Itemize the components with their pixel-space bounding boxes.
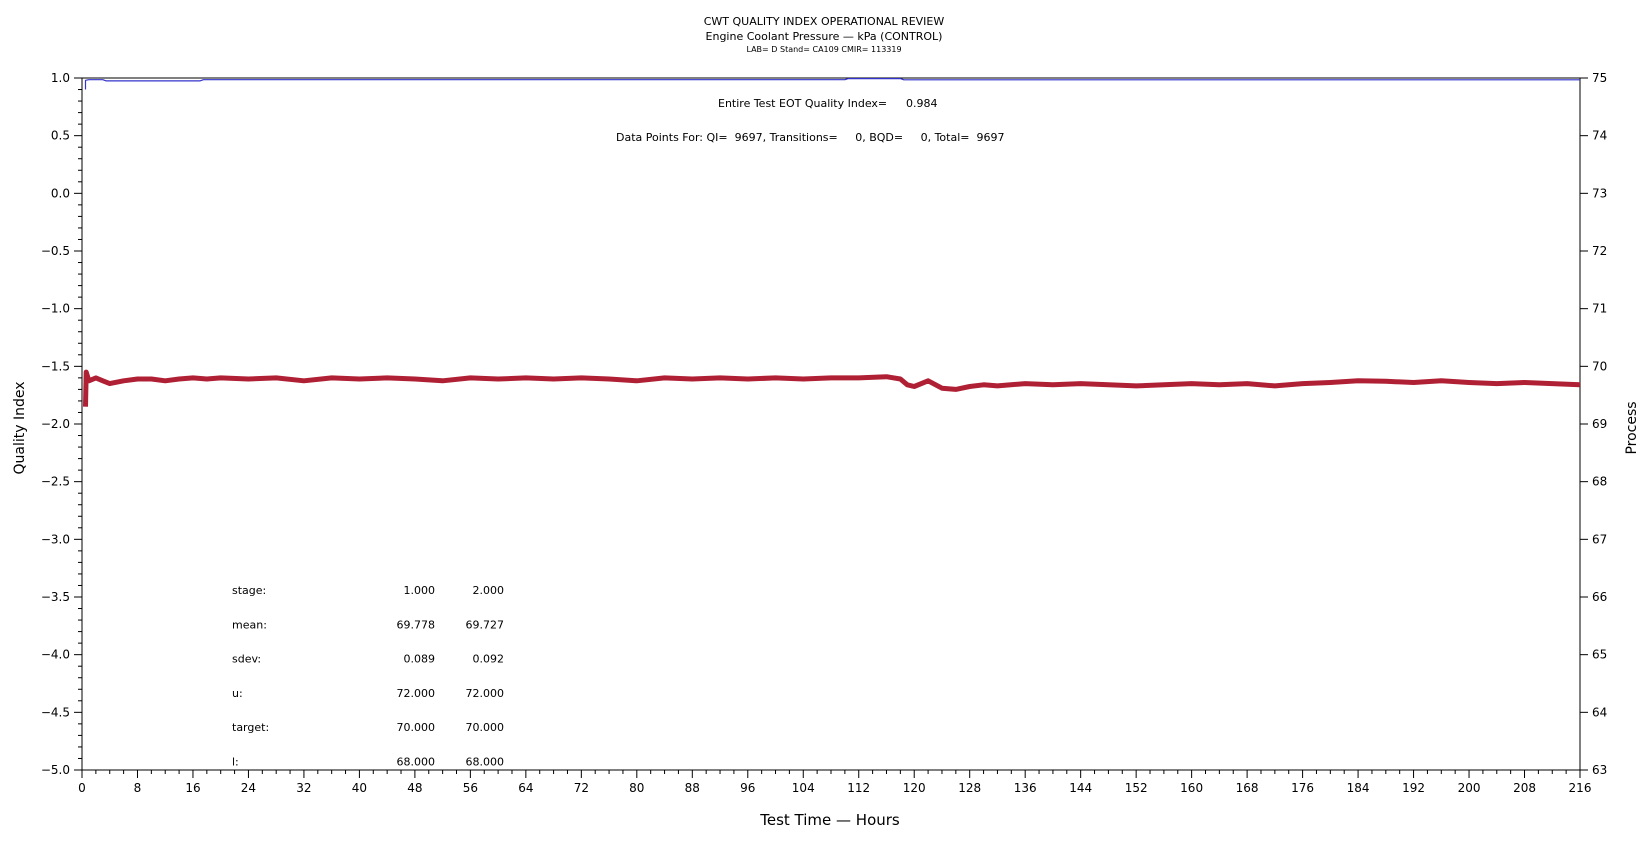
y-right-tick-label: 65 — [1592, 648, 1607, 662]
x-tick-label: 184 — [1347, 781, 1370, 795]
y-right-tick-label: 75 — [1592, 71, 1607, 85]
stats-label: stage: — [232, 584, 266, 597]
data-points-note: Data Points For: QI= 9697, Transitions= … — [616, 131, 1004, 144]
x-tick-label: 88 — [685, 781, 700, 795]
y-right-tick-label: 64 — [1592, 705, 1607, 719]
axes: 0 8 16 24 32 40 48 56 64 72 80 88 96 104 112 120 128 136 1… — [41, 71, 1607, 795]
series-quality-index-line — [84, 77, 1580, 90]
y-left-tick-label: 1.0 — [51, 71, 70, 85]
stats-table: stage: 1.000 2.000 mean: 69.778 69.727 sdev: 0.… — [232, 584, 504, 769]
y-left-axis-label: Quality Index — [12, 381, 28, 474]
eot-label: Entire Test EOT Quality Index= — [718, 97, 887, 110]
y-right-tick-label: 69 — [1592, 417, 1607, 431]
stats-stage1-value: 68.000 — [397, 756, 436, 769]
x-tick-label: 176 — [1291, 781, 1314, 795]
x-tick-label: 120 — [903, 781, 926, 795]
y-left-tick-label: 0.5 — [51, 129, 70, 143]
stats-stage1-value: 69.778 — [397, 618, 436, 631]
stats-label: mean: — [232, 618, 267, 631]
stats-stage2-value: 68.000 — [466, 756, 505, 769]
chart-subsubtitle: LAB= D Stand= CA109 CMIR= 113319 — [746, 45, 901, 54]
y-left-tick-label: −2.5 — [41, 475, 70, 489]
y-left-tick-label: −5.0 — [41, 763, 70, 777]
y-left-tick-label: 0.0 — [51, 186, 70, 200]
y-right-tick-label: 72 — [1592, 244, 1607, 258]
stats-label: sdev: — [232, 653, 261, 666]
x-tick-label: 144 — [1069, 781, 1092, 795]
x-tick-label: 40 — [352, 781, 367, 795]
x-tick-label: 208 — [1513, 781, 1536, 795]
chart-subtitle: Engine Coolant Pressure — kPa (CONTROL) — [706, 30, 943, 43]
eot-value: 0.984 — [906, 97, 938, 110]
x-tick-label: 168 — [1236, 781, 1259, 795]
x-axis-label: Test Time — Hours — [759, 811, 900, 829]
x-tick-label: 192 — [1402, 781, 1425, 795]
y-right-tick-label: 71 — [1592, 302, 1607, 316]
plot-frame — [81, 77, 1581, 771]
y-left-tick-label: −3.5 — [41, 590, 70, 604]
x-tick-label: 96 — [740, 781, 755, 795]
stats-label: u: — [232, 687, 243, 700]
x-tick-label: 24 — [241, 781, 256, 795]
x-tick-label: 104 — [792, 781, 815, 795]
y-left-tick-label: −2.0 — [41, 417, 70, 431]
y-left-tick-label: −3.0 — [41, 532, 70, 546]
y-right-tick-label: 74 — [1592, 129, 1607, 143]
x-tick-label: 32 — [296, 781, 311, 795]
stats-stage1-value: 0.089 — [404, 653, 436, 666]
series-process-line — [83, 369, 1581, 407]
y-right-axis-label: Process — [1624, 401, 1640, 454]
x-tick-label: 48 — [407, 781, 422, 795]
y-left-tick-label: −0.5 — [41, 244, 70, 258]
x-tick-label: 64 — [518, 781, 533, 795]
stats-stage2-value: 72.000 — [466, 687, 505, 700]
x-tick-label: 160 — [1180, 781, 1203, 795]
x-tick-label: 8 — [134, 781, 142, 795]
stats-stage1-value: 72.000 — [397, 687, 436, 700]
y-left-tick-label: −1.5 — [41, 359, 70, 373]
series-layer — [83, 77, 1581, 407]
stats-stage2-value: 70.000 — [466, 721, 505, 734]
stats-stage1-value: 1.000 — [404, 584, 436, 597]
y-right-tick-label: 70 — [1592, 359, 1607, 373]
x-tick-label: 136 — [1014, 781, 1037, 795]
x-tick-label: 72 — [574, 781, 589, 795]
stats-label: l: — [232, 756, 239, 769]
y-left-tick-label: −4.5 — [41, 705, 70, 719]
stats-stage2-value: 0.092 — [473, 653, 505, 666]
y-left-tick-label: −4.0 — [41, 648, 70, 662]
y-right-tick-label: 63 — [1592, 763, 1607, 777]
stats-stage1-value: 70.000 — [397, 721, 436, 734]
stats-stage2-value: 69.727 — [466, 618, 505, 631]
x-tick-label: 16 — [185, 781, 200, 795]
x-tick-label: 128 — [958, 781, 981, 795]
x-tick-label: 80 — [629, 781, 644, 795]
y-left-tick-label: −1.0 — [41, 302, 70, 316]
chart-title: CWT QUALITY INDEX OPERATIONAL REVIEW — [704, 15, 945, 28]
y-right-tick-label: 67 — [1592, 532, 1607, 546]
stats-label: target: — [232, 721, 269, 734]
y-right-tick-label: 73 — [1592, 186, 1607, 200]
y-right-tick-label: 66 — [1592, 590, 1607, 604]
x-tick-label: 216 — [1569, 781, 1592, 795]
x-tick-label: 56 — [463, 781, 478, 795]
x-tick-label: 152 — [1125, 781, 1148, 795]
y-right-tick-label: 68 — [1592, 475, 1607, 489]
x-tick-label: 112 — [847, 781, 870, 795]
stats-stage2-value: 2.000 — [473, 584, 505, 597]
x-tick-label: 200 — [1458, 781, 1481, 795]
x-tick-label: 0 — [78, 781, 86, 795]
